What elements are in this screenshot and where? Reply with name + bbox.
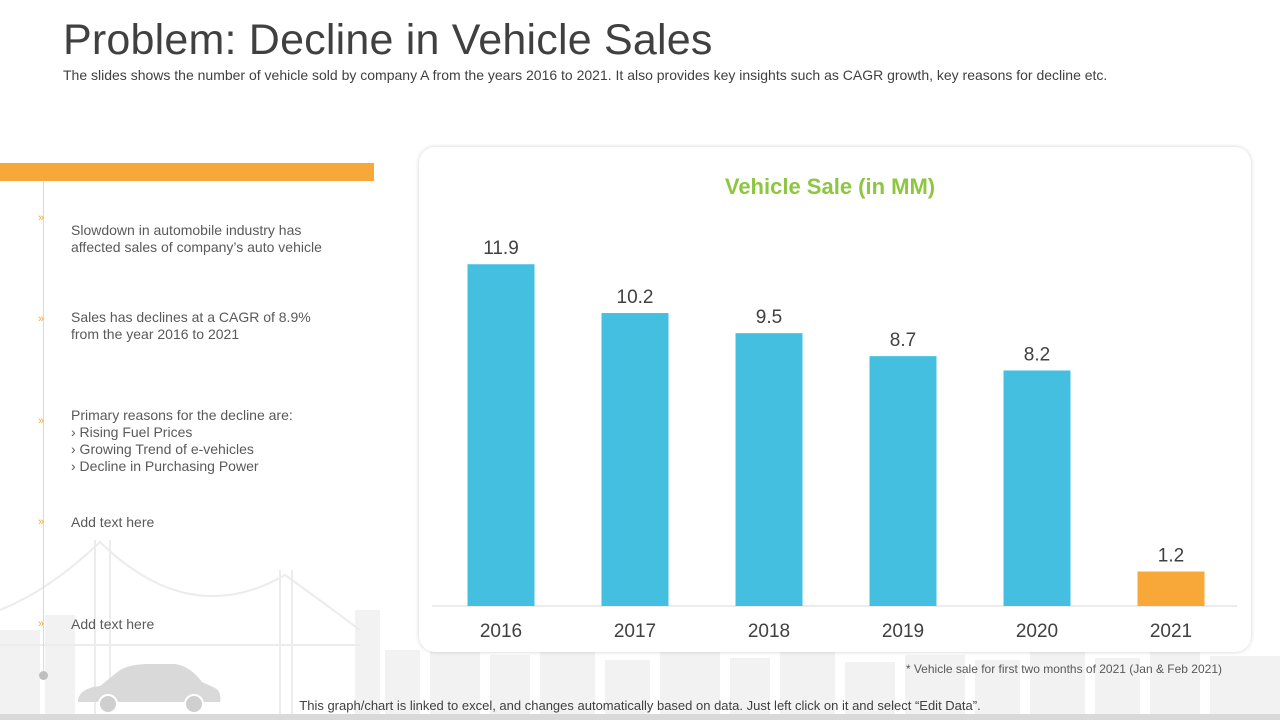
bullet-item-5[interactable]: Add text here [71,616,371,633]
x-tick-label-2018: 2018 [748,621,790,642]
data-label-2019: 8.7 [890,330,916,351]
chart-title: Vehicle Sale (in MM) [725,174,935,199]
bullet-marker-1: » [38,212,45,224]
bullet-item-1[interactable]: Slowdown in automobile industry has affe… [71,222,371,256]
bullet-marker-5: » [38,618,45,630]
x-tick-label-2021: 2021 [1150,621,1192,642]
bullet-item-2[interactable]: Sales has declines at a CAGR of 8.9% fro… [71,309,371,343]
bullet-line: Add text here [71,616,155,632]
chart-footnote: * Vehicle sale for first two months of 2… [905,662,1222,676]
bullet-line: › Decline in Purchasing Power [71,458,259,474]
x-tick-label-2019: 2019 [882,621,924,642]
bar-2020[interactable] [1003,370,1071,606]
timeline-line [43,181,44,675]
bullet-line: › Rising Fuel Prices [71,424,193,440]
bullet-item-3[interactable]: Primary reasons for the decline are: › R… [71,407,371,475]
timeline-end-dot [39,671,48,680]
bar-2021[interactable] [1137,571,1205,606]
bar-2018[interactable] [735,333,803,606]
data-label-2016: 11.9 [483,238,519,259]
bullet-line: › Growing Trend of e-vehicles [71,441,254,457]
page-subtitle: The slides shows the number of vehicle s… [63,67,1108,83]
bar-2019[interactable] [869,356,937,606]
bar-chart[interactable]: Vehicle Sale (in MM) 11.9 2016 10.2 2017 9.5… [419,147,1251,652]
bullet-line: Slowdown in automobile industry has [71,222,302,238]
data-label-2020: 8.2 [1024,344,1050,365]
bar-2017[interactable] [601,313,669,606]
bullet-item-4[interactable]: Add text here [71,514,371,531]
bullet-line: Primary reasons for the decline are: [71,407,293,423]
bar-2016[interactable] [467,264,535,606]
bullet-marker-2: » [38,313,45,325]
page-title: Problem: Decline in Vehicle Sales [63,16,713,64]
data-label-2017: 10.2 [617,287,654,308]
accent-bar [0,163,374,181]
city-skyline-background [0,540,1280,720]
bullet-line: affected sales of company’s auto vehicle [71,239,322,255]
bullet-marker-3: » [38,415,45,427]
bullet-line: Add text here [71,514,155,530]
car-icon [78,664,221,714]
data-label-2018: 9.5 [756,307,782,328]
x-tick-label-2017: 2017 [614,621,656,642]
bottom-strip [0,714,1280,720]
x-tick-label-2020: 2020 [1016,621,1058,642]
x-tick-label-2016: 2016 [480,621,522,642]
bullet-line: from the year 2016 to 2021 [71,326,240,342]
data-label-2021: 1.2 [1158,546,1184,567]
edit-data-note: This graph/chart is linked to excel, and… [299,698,981,713]
chart-card[interactable]: Vehicle Sale (in MM) 11.9 2016 10.2 2017 9.5… [419,147,1251,652]
bullet-line: Sales has declines at a CAGR of 8.9% [71,309,311,325]
bullet-marker-4: » [38,516,45,528]
